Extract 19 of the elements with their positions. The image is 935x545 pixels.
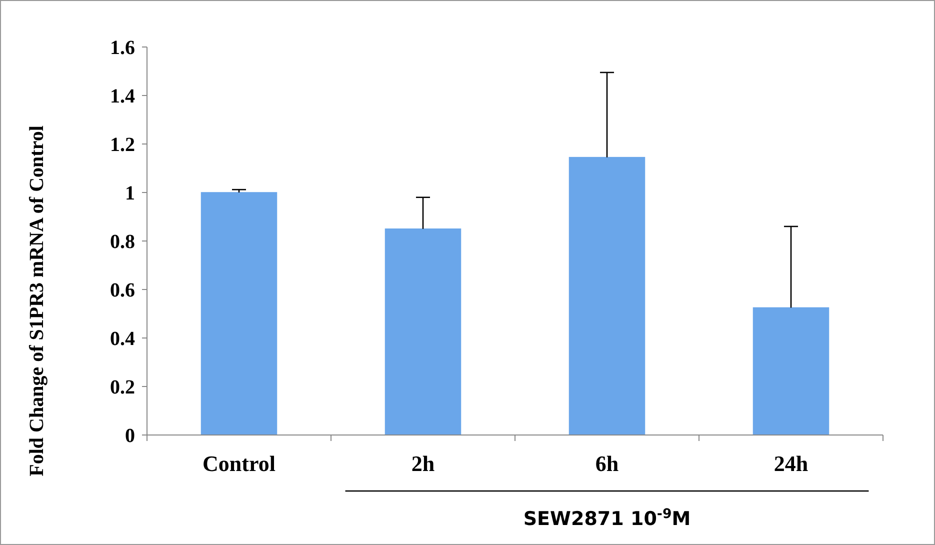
y-tick-label: 0.4 (110, 328, 135, 350)
x-tick-label: 2h (411, 451, 435, 476)
y-tick-label: 0.6 (110, 280, 135, 302)
bar (200, 192, 278, 436)
bar (752, 307, 830, 436)
y-tick-label: 1 (125, 182, 135, 204)
bar (568, 156, 646, 436)
y-tick-label: 1.2 (110, 134, 135, 156)
text: SEW2871 10$^{-9}$M (523, 506, 691, 530)
y-tick-label: 0.2 (110, 376, 135, 398)
y-tick-label: 0.8 (110, 231, 135, 253)
y-tick-label: 0 (125, 425, 135, 447)
y-tick-label: 1.6 (110, 37, 135, 59)
bar (384, 228, 462, 436)
x-tick-label: 24h (774, 451, 808, 476)
y-axis-title: Fold Change of S1PR3 mRNA of Control (26, 125, 48, 476)
x-tick-label: 6h (595, 451, 619, 476)
x-tick-label: Control (202, 451, 276, 476)
y-tick-label: 1.4 (110, 86, 135, 108)
